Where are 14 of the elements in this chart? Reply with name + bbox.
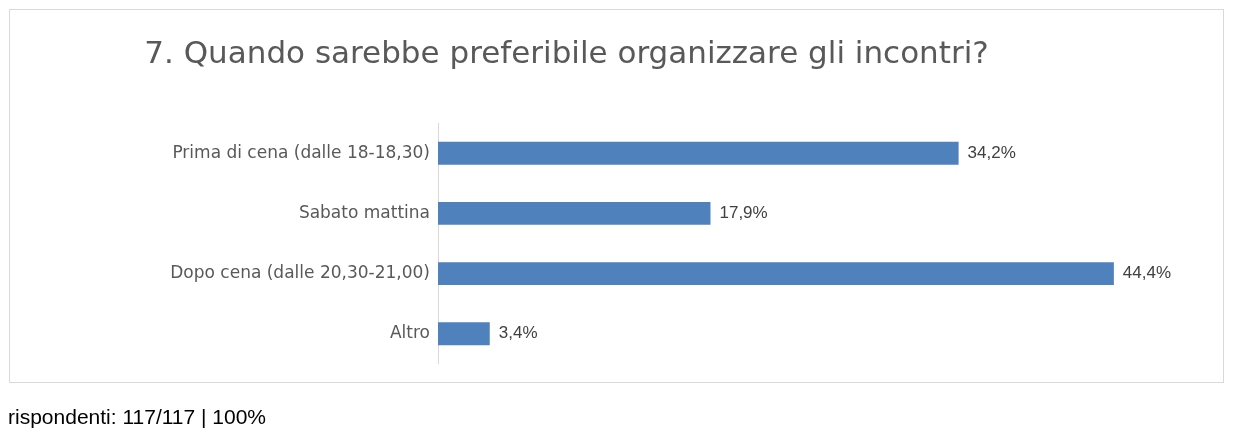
bar	[438, 322, 490, 346]
y-tick-label: Dopo cena (dalle 20,30-21,00)	[170, 262, 430, 282]
bar	[438, 141, 959, 165]
data-label: 3,4%	[498, 323, 538, 343]
y-tick-label: Sabato mattina	[298, 201, 430, 222]
bar	[438, 262, 1114, 285]
y-tick-label: Altro	[389, 322, 430, 343]
text: rispondenti: 117/117 | 100%	[8, 405, 267, 429]
bar	[438, 202, 711, 225]
data-label: 34,2%	[967, 142, 1016, 162]
data-label: 44,4%	[1122, 263, 1172, 283]
data-label: 17,9%	[719, 203, 768, 223]
chart-title: 7. Quando sarebbe preferibile organizzare gli incontri?	[144, 33, 989, 70]
y-tick-label: Prima di cena (dalle 18-18,30)	[172, 141, 430, 162]
